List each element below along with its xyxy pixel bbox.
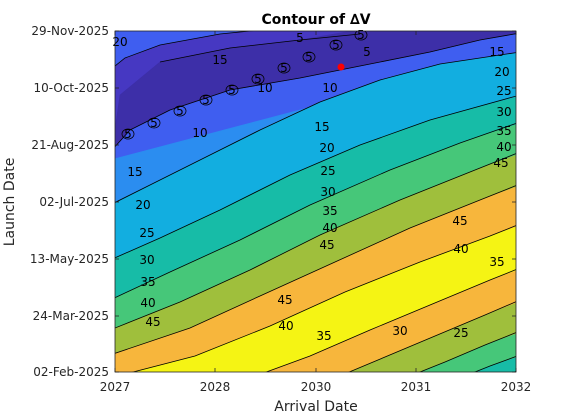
y-tick-label: 29-Nov-2025 [31, 24, 109, 38]
minimum-marker [337, 63, 345, 71]
contour-label: 15 [314, 120, 329, 134]
contour-label: 20 [135, 198, 150, 212]
contour-loop [251, 73, 265, 85]
contour-loop [302, 51, 316, 63]
contour-label: 45 [493, 156, 508, 170]
contour-loop [199, 94, 213, 106]
contour-label: 45 [277, 293, 292, 307]
contour-label: 5 [228, 83, 236, 97]
contour-line [131, 225, 516, 372]
contour-label: 30 [320, 185, 335, 199]
y-axis: 02-Feb-2025 24-Mar-2025 13-May-2025 02-Jul-… [30, 24, 516, 379]
contour-label: 15 [212, 53, 227, 67]
contour-label: 25 [320, 164, 335, 178]
contour-label: 20 [319, 141, 334, 155]
contour-loop [329, 39, 343, 51]
contour-label: 5 [150, 116, 158, 130]
contour-label: 30 [496, 105, 511, 119]
contour-labels: 20 15 20 25 30 35 40 45 10 10 15 20 25 30 35 40 45 15 20 25… [112, 28, 511, 343]
contour-label: 30 [139, 253, 154, 267]
contour-label: 40 [496, 140, 511, 154]
contour-loop [225, 84, 239, 96]
contour-line [265, 269, 516, 372]
contour-label: 5 [305, 50, 313, 64]
contour-loop [173, 105, 187, 117]
contour-label: 25 [496, 84, 511, 98]
contour-label: 40 [140, 296, 155, 310]
contour-label: 40 [453, 242, 468, 256]
y-tick-label: 10-Oct-2025 [33, 81, 109, 95]
plot-frame [114, 30, 517, 373]
contour-label: 15 [127, 165, 142, 179]
y-tick-label: 02-Jul-2025 [39, 195, 109, 209]
contour-line [115, 185, 516, 354]
contour-lines [115, 31, 516, 372]
contour-line [115, 31, 255, 67]
contour-label: 5 [124, 127, 132, 141]
x-tick-label: 2031 [401, 380, 432, 394]
contour-label: 10 [257, 81, 272, 95]
contour-label: 5 [357, 28, 365, 42]
contour-label: 5 [254, 72, 262, 86]
contour-label: 5 [280, 61, 288, 75]
contour-label: 35 [140, 275, 155, 289]
contour-line [115, 153, 516, 329]
contour-label: 5 [363, 45, 371, 59]
y-tick-label: 21-Aug-2025 [31, 138, 109, 152]
contour-label: 15 [489, 45, 504, 59]
contour-label: 40 [322, 221, 337, 235]
contour-label: 45 [452, 214, 467, 228]
contour-label: 5 [202, 93, 210, 107]
contour-label: 20 [112, 35, 127, 49]
contour-label: 5 [296, 31, 304, 45]
contour-label: 10 [322, 81, 337, 95]
y-tick-label: 24-Mar-2025 [33, 309, 109, 323]
contour-line [473, 356, 516, 372]
contour-loop [121, 128, 135, 140]
x-tick-label: 2030 [301, 380, 332, 394]
contour-bands [115, 31, 516, 372]
contour-line [115, 52, 516, 203]
y-tick-label: 13-May-2025 [30, 252, 109, 266]
contour-loop [147, 117, 161, 129]
contour-label: 35 [322, 204, 337, 218]
contour-label: 45 [319, 238, 334, 252]
contour-label: 40 [278, 319, 293, 333]
x-tick-label: 2028 [200, 380, 231, 394]
contour-label: 35 [489, 255, 504, 269]
x-axis: 2027 2028 2030 2031 2032 [100, 31, 532, 394]
contour-loop [354, 31, 368, 41]
contour-label: 25 [453, 326, 468, 340]
contour-label: 25 [139, 226, 154, 240]
contour-label: 30 [392, 324, 407, 338]
contour-label: 10 [192, 126, 207, 140]
x-tick-label: 2027 [100, 380, 131, 394]
contour-label: 20 [494, 65, 509, 79]
x-tick-label: 2032 [501, 380, 532, 394]
contour-label: 5 [176, 104, 184, 118]
x-axis-label: Arrival Date [274, 399, 357, 415]
minimum-point [337, 63, 345, 71]
contour-label: 35 [496, 124, 511, 138]
y-tick-label: 02-Feb-2025 [33, 365, 109, 379]
contour-label: 35 [316, 329, 331, 343]
chart-title: Contour of ∆V [261, 12, 370, 28]
contour-line [418, 332, 516, 372]
contour-line [115, 122, 516, 299]
y-axis-label: Launch Date [2, 158, 18, 247]
contour-label: 5 [332, 38, 340, 52]
contour-line [115, 95, 516, 259]
contour-line [159, 33, 361, 63]
contour-line [115, 33, 516, 148]
contour-line [348, 301, 516, 372]
contour-label: 45 [145, 315, 160, 329]
contour-loop [277, 62, 291, 74]
